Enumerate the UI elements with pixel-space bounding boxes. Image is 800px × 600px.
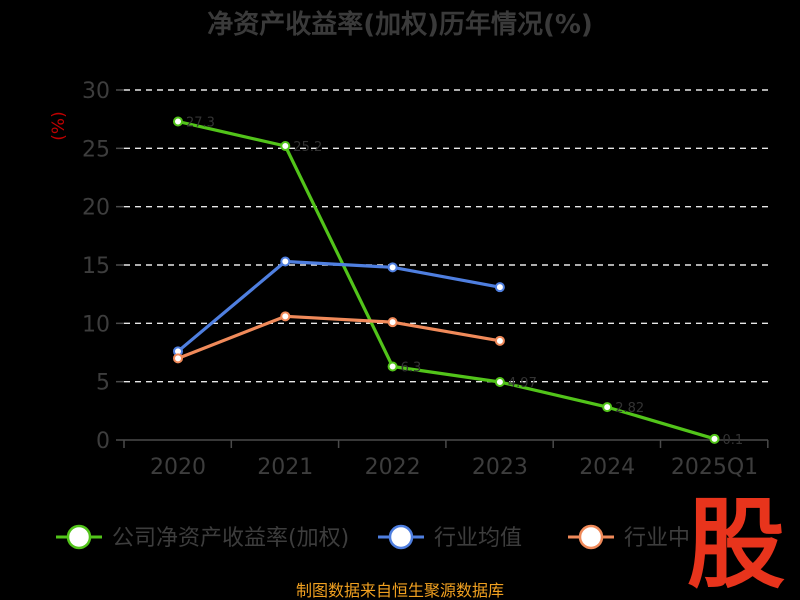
- legend-marker: [388, 524, 414, 550]
- y-tick-labels: 0 5 10 15 20 25 30: [82, 79, 124, 454]
- data-point[interactable]: [387, 361, 398, 372]
- data-point[interactable]: [173, 116, 183, 127]
- data-label: 2.82: [615, 401, 644, 416]
- legend-item[interactable]: 公司净资产收益率(加权): [56, 524, 349, 551]
- data-point[interactable]: [280, 141, 291, 151]
- series-line: [176, 259, 501, 353]
- legend-marker: [66, 524, 92, 550]
- data-label: 4.97: [508, 376, 537, 391]
- series-line: [177, 119, 715, 441]
- data-point[interactable]: [494, 282, 505, 293]
- y-tick-label: 0: [96, 429, 110, 454]
- y-tick-label: 20: [82, 196, 110, 221]
- data-point[interactable]: [387, 317, 398, 328]
- data-point[interactable]: [602, 402, 613, 413]
- x-tick-label: 2024: [579, 455, 635, 480]
- series-3: [173, 311, 505, 364]
- y-tick-label: 30: [82, 79, 110, 104]
- legend-item[interactable]: 行业均值: [378, 524, 522, 551]
- series-1: 27.3 25.2 6.3 4.97 2.82 0.1: [173, 116, 744, 448]
- data-point[interactable]: [494, 377, 505, 388]
- data-point[interactable]: [709, 433, 720, 444]
- watermark-logo: 股: [687, 488, 785, 600]
- data-point[interactable]: [494, 335, 505, 346]
- source-note: 制图数据来自恒生聚源数据库: [296, 581, 504, 600]
- data-point[interactable]: [280, 311, 291, 322]
- legend-label: 公司净资产收益率(加权): [112, 526, 349, 551]
- x-tick-label: 2021: [257, 455, 313, 480]
- y-tick-label: 25: [82, 137, 110, 162]
- y-tick-label: 15: [82, 254, 110, 279]
- y-tick-label: 5: [96, 371, 110, 396]
- series-line: [177, 314, 501, 360]
- legend-item[interactable]: 行业中: [568, 524, 690, 551]
- data-label: 27.3: [186, 116, 215, 131]
- data-point[interactable]: [173, 353, 183, 364]
- data-label: 6.3: [401, 361, 422, 376]
- legend-label: 行业均值: [434, 526, 522, 551]
- data-label: 0.1: [723, 433, 744, 448]
- y-axis-label: (%): [49, 111, 69, 140]
- chart-title: 净资产收益率(加权)历年情况(%): [207, 9, 593, 40]
- legend-label: 行业中: [624, 526, 690, 551]
- data-point[interactable]: [387, 262, 398, 273]
- x-tick-label: 2025Q1: [671, 455, 758, 480]
- x-tick-label: 2022: [365, 455, 421, 480]
- data-point[interactable]: [280, 256, 291, 267]
- x-tick-label: 2023: [472, 455, 528, 480]
- legend-marker: [578, 524, 604, 550]
- grid-lines: [124, 89, 768, 383]
- series-lines: 27.3 25.2 6.3 4.97 2.82 0.1: [173, 116, 744, 448]
- data-label: 25.2: [293, 140, 322, 155]
- x-tick-labels: 2020 2021 2022 2023 2024 2025Q1: [123, 440, 769, 480]
- x-tick-label: 2020: [150, 455, 206, 480]
- legend[interactable]: 公司净资产收益率(加权) 行业均值 行业中: [56, 524, 690, 551]
- y-tick-label: 10: [82, 312, 110, 337]
- series-2: [173, 256, 505, 357]
